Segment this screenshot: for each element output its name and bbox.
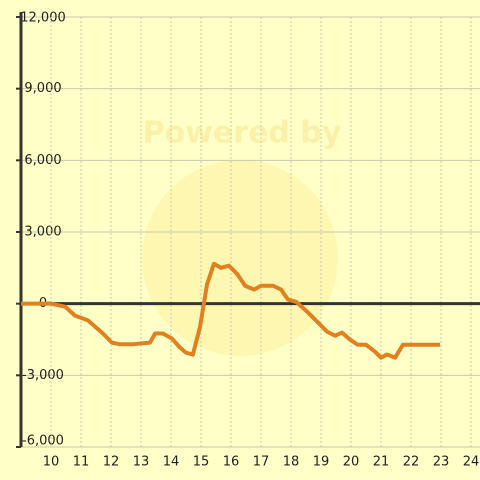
y-tick-label: 6,000 xyxy=(24,153,61,168)
x-tick-label: 20 xyxy=(343,455,360,470)
x-tick-label: 19 xyxy=(313,455,330,470)
x-tick-label: 12 xyxy=(103,455,120,470)
y-tick-label: -3,000 xyxy=(22,368,64,383)
watermark-logo xyxy=(142,160,338,356)
y-tick-label: 9,000 xyxy=(24,81,61,96)
x-tick-label: 24 xyxy=(463,455,480,470)
x-tick-label: 10 xyxy=(43,455,60,470)
x-tick-label: 17 xyxy=(253,455,270,470)
y-tick-label: 3,000 xyxy=(24,225,61,240)
y-tick-label: -6,000 xyxy=(22,434,64,449)
series-line xyxy=(21,261,441,360)
watermark: Powered by xyxy=(143,116,342,151)
x-tick-label: 14 xyxy=(163,455,180,470)
x-tick-label: 11 xyxy=(73,455,90,470)
x-tick-label: 18 xyxy=(283,455,300,470)
x-tick-label: 15 xyxy=(193,455,210,470)
x-tick-label: 23 xyxy=(433,455,450,470)
y-tick-label: 12,000 xyxy=(20,11,66,26)
x-tick-label: 22 xyxy=(403,455,420,470)
x-tick-label: 16 xyxy=(223,455,240,470)
x-tick-label: 21 xyxy=(373,455,390,470)
x-tick-label: 13 xyxy=(133,455,150,470)
